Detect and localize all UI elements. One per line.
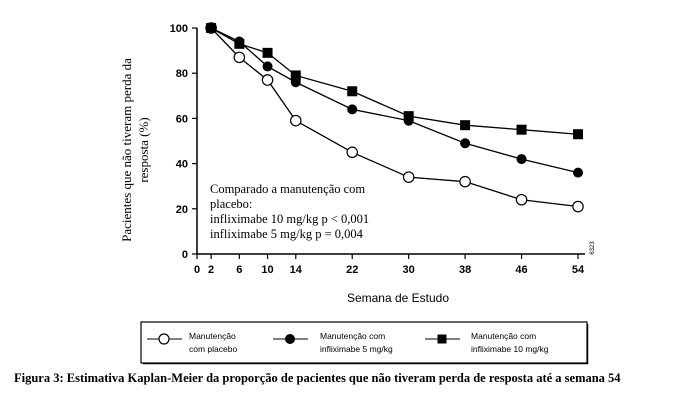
legend-open-circle-marker <box>158 333 170 345</box>
point-10mg <box>403 111 414 122</box>
x-tick-label: 54 <box>572 264 585 276</box>
y-tick-label: 20 <box>176 204 188 216</box>
point-10mg <box>262 47 273 58</box>
legend-filled-square-marker <box>437 334 447 344</box>
legend-label-10mg-line1: Manutenção com <box>471 331 536 341</box>
point-10mg <box>290 70 301 81</box>
point-placebo <box>459 175 471 188</box>
point-5mg <box>573 167 583 178</box>
x-tick-label: 10 <box>261 264 273 276</box>
legend-filled-circle-marker <box>285 334 295 344</box>
x-tick-label: 30 <box>403 264 415 276</box>
x-tick-label: 2 <box>208 264 214 276</box>
figure-caption: Figura 3: Estimativa Kaplan-Meier da pro… <box>14 371 621 385</box>
point-placebo <box>515 193 528 206</box>
point-10mg <box>460 120 471 131</box>
legend-label-5mg-line2: infliximabe 5 mg/kg <box>320 344 393 354</box>
point-placebo <box>572 200 584 213</box>
y-axis-title-line2: resposta (%) <box>136 117 151 182</box>
x-tick-label: 22 <box>346 264 358 276</box>
x-axis-title: Semana de Estudo <box>347 291 449 305</box>
legend-item-placebo: Manutenção com placebo <box>147 331 237 354</box>
point-5mg <box>516 154 527 165</box>
annotation-line1: Comparado a manutenção com <box>210 182 365 196</box>
y-tick-label: 0 <box>182 249 188 261</box>
point-10mg <box>234 38 245 49</box>
point-placebo <box>346 146 359 159</box>
point-placebo <box>402 171 415 183</box>
x-tick-label: 14 <box>290 264 303 276</box>
point-placebo <box>233 51 246 64</box>
point-5mg <box>262 61 273 72</box>
y-tick-label: 40 <box>176 159 188 171</box>
legend-label-placebo-line2: com placebo <box>189 344 237 354</box>
point-10mg <box>206 23 217 33</box>
legend-label-5mg-line1: Manutenção com <box>320 331 385 341</box>
annotation-line4: infliximabe 5 mg/kg p = 0,004 <box>210 227 364 241</box>
point-10mg <box>516 124 527 135</box>
point-10mg <box>573 129 583 140</box>
legend-box <box>140 321 588 364</box>
legend-label-placebo-line1: Manutenção <box>189 331 236 341</box>
y-axis-title-line1: Pacientes que não tiveram perda da <box>119 58 134 242</box>
chart: Pacientes que não tiveram perda da respo… <box>119 22 596 365</box>
point-placebo <box>289 114 302 127</box>
legend-label-10mg-line2: infliximabe 10 mg/kg <box>471 344 549 354</box>
point-10mg <box>347 86 358 97</box>
x-tick-label: 6 <box>236 264 242 276</box>
point-placebo <box>261 74 274 86</box>
point-5mg <box>460 138 471 149</box>
point-5mg <box>347 104 358 115</box>
y-tick-label: 100 <box>170 23 188 35</box>
x-tick-label: 46 <box>515 264 527 276</box>
legend-item-10mg: Manutenção com infliximabe 10 mg/kg <box>425 331 549 354</box>
legend-item-5mg: Manutenção com infliximabe 5 mg/kg <box>273 331 393 354</box>
x-tick-label: 0 <box>194 264 200 276</box>
figure-code: 6323 <box>590 241 596 255</box>
annotation-line2: placebo: <box>210 197 252 211</box>
annotation-line3: infliximabe 10 mg/kg p < 0,001 <box>210 212 369 226</box>
y-tick-label: 80 <box>176 68 188 80</box>
x-tick-label: 38 <box>459 264 471 276</box>
legend: Manutenção com placebo Manutenção com in… <box>140 321 589 365</box>
y-tick-label: 60 <box>176 113 188 125</box>
